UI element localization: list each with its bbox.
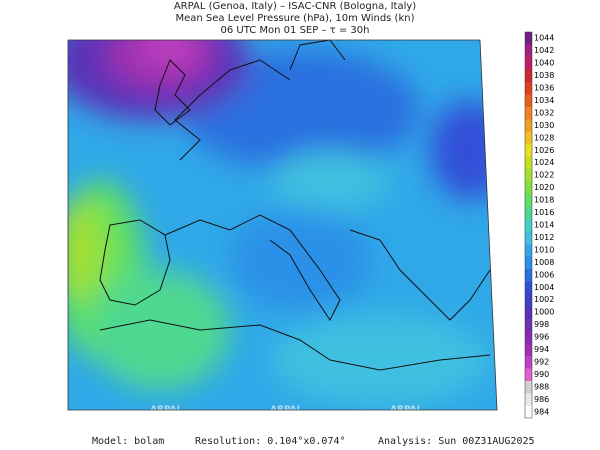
colorbar-band [525, 380, 532, 394]
colorbar-band [525, 119, 532, 132]
footer-model: Model: bolam [92, 436, 164, 447]
colorbar-label: 1032 [534, 108, 554, 117]
colorbar-band [525, 368, 532, 381]
colorbar-band [525, 181, 532, 195]
colorbar-label: 1014 [534, 221, 554, 230]
colorbar-band [525, 81, 532, 95]
colorbar-label: 1008 [534, 258, 554, 267]
watermark: ARPAL [270, 405, 303, 415]
colorbar-band [525, 94, 532, 108]
watermark: ARPAL [390, 405, 423, 415]
colorbar-label: 1042 [534, 46, 554, 55]
colorbar-band [525, 32, 532, 45]
colorbar-label: 996 [534, 333, 549, 342]
colorbar-label: 1010 [534, 245, 554, 254]
header-line: Mean Sea Level Pressure (hPa), 10m Winds… [176, 13, 415, 24]
colorbar-band [525, 193, 532, 207]
colorbar-band [525, 69, 532, 83]
colorbar-band [525, 281, 532, 294]
footer-analysis: Analysis: Sun 00Z31AUG2025 [378, 436, 535, 447]
watermark: ARPAL [150, 405, 183, 415]
map-frame [67, 39, 498, 411]
colorbar-band [525, 231, 532, 244]
map: ARPAL ARPAL ARPAL [68, 40, 497, 415]
colorbar-band [525, 355, 532, 369]
colorbar-label: 1044 [534, 34, 554, 43]
colorbar-band [525, 305, 532, 319]
colorbar-label: 1038 [534, 71, 554, 80]
colorbar-band [525, 256, 532, 269]
colorbar-label: 988 [534, 382, 549, 391]
colorbar-band [525, 156, 532, 170]
colorbar-label: 1034 [534, 96, 554, 105]
colorbar-label: 1024 [534, 158, 554, 167]
colorbar-label: 1006 [534, 270, 554, 279]
colorbar-band [525, 343, 532, 357]
footer-resolution: Resolution: 0.104°x0.074° [195, 436, 346, 447]
colorbar-label: 1036 [534, 84, 554, 93]
header-line: ARPAL (Genoa, Italy) – ISAC-CNR (Bologna… [174, 1, 416, 12]
colorbar-label: 992 [534, 357, 549, 366]
colorbar-label: 984 [534, 407, 549, 416]
colorbar-label: 1026 [534, 146, 554, 155]
colorbar-label: 1028 [534, 133, 554, 142]
colorbar-label: 1012 [534, 233, 554, 242]
colorbar-label: 1002 [534, 295, 554, 304]
colorbar-band [525, 106, 532, 120]
colorbar-label: 1020 [534, 183, 554, 192]
colorbar-band [525, 144, 532, 157]
colorbar-label: 994 [534, 345, 549, 354]
colorbar-label: 990 [534, 370, 549, 379]
colorbar-label: 1018 [534, 196, 554, 205]
colorbar-band [525, 206, 532, 220]
colorbar-band [525, 131, 532, 145]
colorbar-label: 1016 [534, 208, 554, 217]
colorbar-label: 1022 [534, 171, 554, 180]
colorbar: 984 986 988 990 992 994 996 998 1000 1002 1004 1006… [524, 31, 554, 419]
colorbar-band [525, 318, 532, 332]
colorbar-band [525, 243, 532, 257]
colorbar-band [525, 168, 532, 182]
header-line: 06 UTC Mon 01 SEP – τ = 30h [221, 25, 370, 36]
colorbar-label: 1000 [534, 308, 554, 317]
colorbar-band [525, 330, 532, 344]
colorbar-label: 1030 [534, 121, 554, 130]
colorbar-band [525, 393, 532, 406]
colorbar-band [525, 293, 532, 307]
colorbar-label: 1040 [534, 59, 554, 68]
colorbar-label: 998 [534, 320, 549, 329]
colorbar-label: 1004 [534, 283, 554, 292]
colorbar-label: 986 [534, 395, 549, 404]
colorbar-band [525, 44, 532, 58]
colorbar-band [525, 405, 532, 419]
colorbar-frame [524, 31, 533, 419]
colorbar-band [525, 268, 532, 282]
colorbar-band [525, 56, 532, 70]
colorbar-band [525, 218, 532, 232]
